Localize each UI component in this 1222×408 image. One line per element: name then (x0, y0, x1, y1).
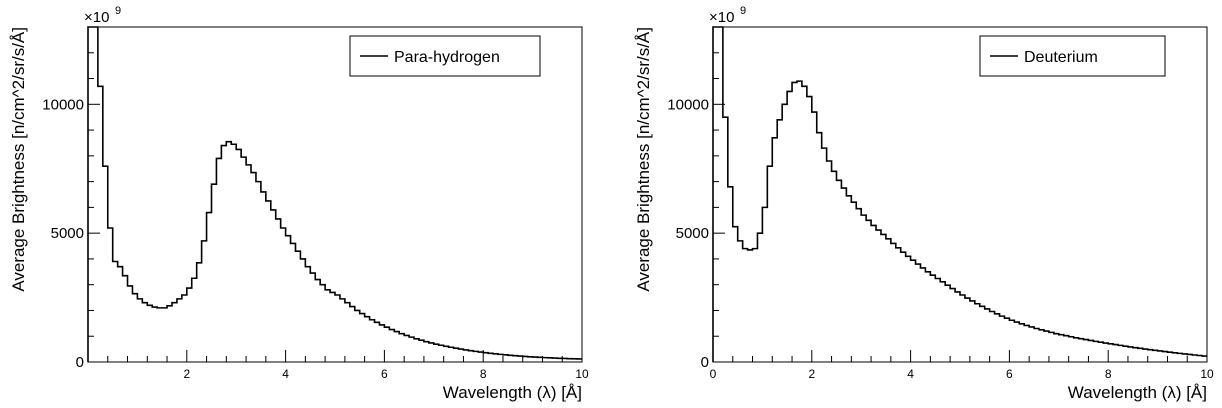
x-tick-label: 4 (907, 367, 914, 381)
x-tick-label: 6 (1006, 367, 1013, 381)
y-tick-label: 5000 (676, 225, 709, 242)
y-tick-label: 5000 (51, 225, 84, 242)
y-axis-multiplier-exponent: 9 (115, 5, 121, 17)
x-tick-label: 6 (381, 367, 388, 381)
x-tick-label: 8 (480, 367, 487, 381)
x-tick-label: 4 (282, 367, 289, 381)
x-tick-label: 2 (808, 367, 815, 381)
y-axis-label: Average Brightness [n/cm^2/sr/s/Å] (634, 27, 653, 292)
x-axis-label: Wavelength (λ) [Å] (443, 383, 582, 402)
histogram-line (87, 26, 582, 362)
x-tick-label: 2 (183, 367, 190, 381)
x-tick-label: 8 (1105, 367, 1112, 381)
x-tick-label: 10 (1200, 367, 1214, 381)
y-axis-label: Average Brightness [n/cm^2/sr/s/Å] (9, 27, 28, 292)
y-tick-label: 0 (76, 354, 84, 371)
y-tick-label: 0 (701, 354, 709, 371)
x-tick-label: 0 (710, 367, 717, 381)
plot-frame (712, 26, 1208, 363)
x-axis-label: Wavelength (λ) [Å] (1068, 383, 1207, 402)
chart-panel-para-hydrogen: 2 4 6 8 10 0 5000 10000 ×10 9 Wavelength (λ) [Å] Av… (9, 5, 589, 402)
x-tick-label: 10 (575, 367, 589, 381)
y-axis-multiplier: ×10 (84, 9, 109, 26)
legend-label: Deuterium (1024, 49, 1098, 66)
y-tick-label: 10000 (42, 96, 84, 113)
y-tick-label: 10000 (667, 96, 709, 113)
plot-frame (87, 26, 583, 363)
chart-panel-deuterium: 0 2 4 6 8 10 0 5000 10000 ×10 9 Wavelength (λ) [Å] A… (634, 5, 1214, 402)
histogram-line (712, 26, 1207, 362)
y-axis-multiplier: ×10 (709, 9, 734, 26)
legend-label: Para-hydrogen (394, 49, 500, 66)
y-axis-multiplier-exponent: 9 (740, 5, 746, 17)
